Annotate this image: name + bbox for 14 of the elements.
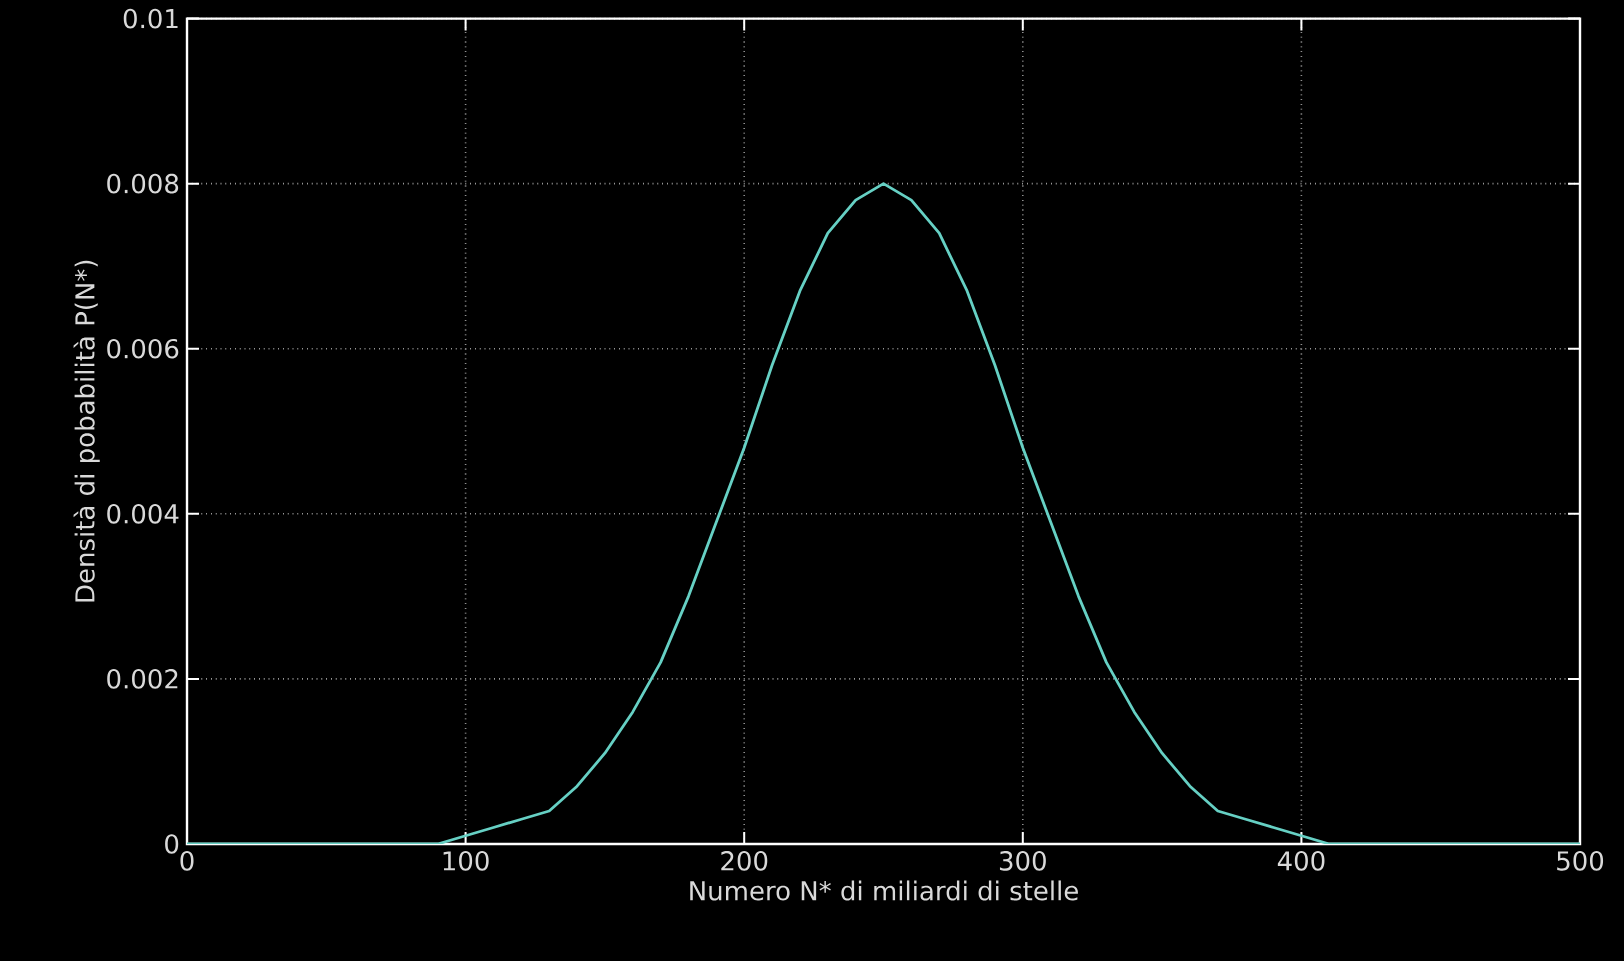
x-tick-label: 100 (443, 851, 489, 871)
x-axis-title: Numero N* di miliardi di stelle (690, 880, 1078, 901)
x-tick-label: 400 (1277, 851, 1325, 871)
y-tick-label: 0.006 (107, 338, 179, 359)
y-tick-label: 0.002 (107, 669, 178, 689)
y-tick-label: 0.01 (123, 8, 178, 29)
y-tick-label: 0.004 (107, 504, 179, 524)
y-axis-title: Densità di pobabilità P(N*) (73, 260, 100, 602)
x-tick-label: 500 (1557, 851, 1604, 871)
x-tick-label: 0 (180, 851, 194, 871)
y-tick-label: 0.008 (107, 173, 179, 194)
x-tick-label: 300 (999, 851, 1046, 871)
y-tick-label: 0 (165, 834, 179, 854)
x-tick-label: 200 (721, 851, 768, 871)
